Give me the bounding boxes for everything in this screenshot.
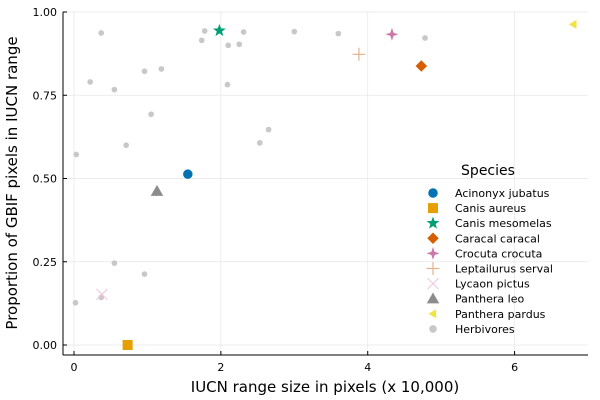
herbivore-point bbox=[148, 111, 154, 118]
herbivore-point bbox=[236, 41, 243, 48]
herbivore-point bbox=[87, 79, 94, 85]
herbivore-point bbox=[240, 29, 247, 35]
legend-label: Acinonyx jubatus bbox=[455, 187, 550, 200]
y-tick-label: 0.00 bbox=[33, 339, 58, 352]
legend-item: Crocuta crocuta bbox=[426, 246, 542, 260]
legend-marker bbox=[427, 277, 439, 290]
legend-item: Canis aureus bbox=[428, 202, 526, 215]
legend-marker bbox=[426, 216, 440, 229]
y-axis-label: Proportion of GBIF pixels in IUCN range bbox=[3, 36, 21, 329]
species-point bbox=[212, 23, 226, 37]
herbivore-point bbox=[98, 30, 105, 36]
herbivore-point bbox=[265, 126, 272, 133]
herbivore-point bbox=[141, 271, 148, 277]
legend-item: Canis mesomelas bbox=[426, 216, 552, 230]
species-point bbox=[150, 184, 164, 196]
species-point bbox=[183, 169, 193, 179]
species-point bbox=[568, 19, 577, 29]
x-tick-label: 4 bbox=[364, 361, 371, 374]
legend-item: Panthera leo bbox=[426, 292, 524, 306]
herbivore-point bbox=[224, 81, 231, 88]
legend-item: Caracal caracal bbox=[427, 232, 540, 245]
herbivore-point bbox=[73, 151, 80, 158]
y-tick-labels: 0.00 0.25 0.50 0.75 1.00 bbox=[33, 6, 58, 352]
x-tick-labels: 0 2 4 6 bbox=[71, 361, 519, 374]
legend-item: Leptailurus serval bbox=[426, 262, 553, 276]
legend-marker bbox=[428, 203, 438, 214]
grid bbox=[63, 11, 588, 355]
legend-marker bbox=[428, 309, 437, 319]
herbivore-point bbox=[158, 66, 165, 72]
legend-marker bbox=[427, 232, 439, 245]
species-point bbox=[385, 27, 399, 41]
x-tick-label: 2 bbox=[217, 361, 224, 374]
legend-label: Caracal caracal bbox=[455, 232, 540, 245]
axes bbox=[62, 11, 588, 356]
legend-label: Crocuta crocuta bbox=[455, 247, 542, 260]
legend-title: Species bbox=[461, 163, 515, 179]
y-tick-label: 1.00 bbox=[33, 6, 58, 19]
legend-marker bbox=[429, 325, 437, 333]
marker-stroke bbox=[96, 288, 108, 301]
herbivore-point bbox=[422, 35, 428, 41]
x-axis-label: IUCN range size in pixels (x 10,000) bbox=[191, 378, 459, 396]
herbivore-point bbox=[141, 68, 148, 75]
marker-stroke bbox=[427, 277, 439, 290]
legend-label: Canis mesomelas bbox=[455, 217, 552, 230]
legend-marker bbox=[426, 292, 440, 304]
herbivore-point bbox=[225, 42, 232, 49]
y-tick-label: 0.50 bbox=[33, 173, 58, 186]
herbivore-point bbox=[201, 28, 208, 34]
legend: Species Acinonyx jubatus Canis aureus Cani… bbox=[426, 163, 553, 336]
legend-marker bbox=[426, 262, 440, 275]
herbivore-point bbox=[256, 140, 263, 146]
species-point bbox=[352, 47, 366, 61]
herbivore-point bbox=[72, 299, 79, 306]
legend-item: Lycaon pictus bbox=[427, 277, 530, 291]
legend-item: Acinonyx jubatus bbox=[428, 187, 550, 200]
legend-item: Herbivores bbox=[429, 323, 515, 336]
species-point bbox=[122, 340, 133, 351]
legend-label: Panthera pardus bbox=[455, 308, 546, 321]
legend-label: Canis aureus bbox=[455, 202, 526, 215]
plot-area bbox=[72, 19, 577, 351]
y-tick-label: 0.75 bbox=[33, 89, 58, 102]
legend-marker bbox=[428, 188, 438, 198]
x-tick-label: 6 bbox=[511, 361, 518, 374]
herbivore-point bbox=[335, 30, 342, 37]
legend-item: Panthera pardus bbox=[428, 308, 546, 321]
herbivore-point bbox=[123, 142, 129, 149]
legend-label: Lycaon pictus bbox=[455, 278, 530, 291]
legend-marker bbox=[426, 246, 440, 260]
y-tick-label: 0.25 bbox=[33, 256, 58, 269]
species-point bbox=[415, 60, 428, 72]
herbivore-point bbox=[111, 260, 118, 266]
legend-label: Leptailurus serval bbox=[455, 263, 553, 276]
x-tick-label: 0 bbox=[71, 361, 78, 374]
herbivore-point bbox=[291, 28, 298, 35]
legend-label: Panthera leo bbox=[455, 293, 524, 306]
species-point bbox=[96, 288, 108, 301]
herbivore-point bbox=[198, 37, 205, 44]
legend-label: Herbivores bbox=[455, 323, 515, 336]
herbivore-point bbox=[111, 86, 118, 93]
